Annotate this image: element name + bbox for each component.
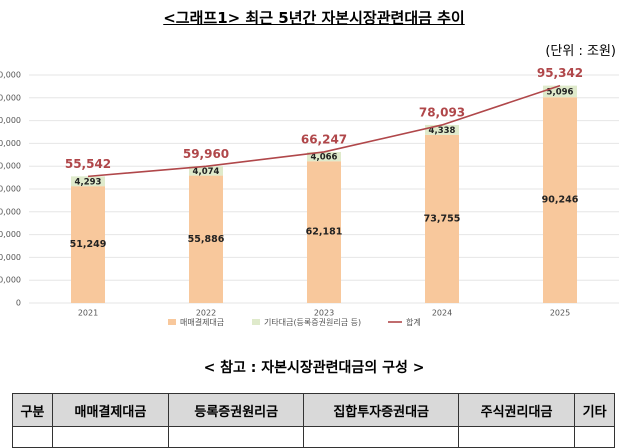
value-label: 90,246 [542, 195, 579, 206]
y-tick-label: 20,000 [0, 253, 21, 262]
value-label: 4,338 [429, 126, 456, 136]
legend-label: 합계 [406, 317, 421, 327]
y-tick-label: 0 [16, 299, 21, 308]
y-tick-label: 100,000 [0, 71, 21, 80]
bar-segment [425, 134, 459, 303]
bar-segment [71, 186, 105, 303]
bar-segment [189, 166, 223, 176]
header-cell: 주식권리대금 [457, 393, 576, 427]
title-text: <그래프1> 최근 5년간 자본시장관련대금 추이 [163, 9, 465, 27]
y-tick-label: 70,000 [0, 139, 21, 148]
header-cell: 구분 [12, 393, 53, 427]
value-label: 62,181 [306, 227, 343, 238]
header-row: 구분 매매결제대금 등록증권원리금 집합투자증권대금 주식권리대금 기타 [12, 393, 615, 427]
legend-swatch [168, 319, 176, 325]
bar-segment [543, 85, 577, 98]
total-label: 66,247 [301, 132, 347, 146]
unit-note: (단위 : 조원) [545, 44, 616, 59]
blank-row [12, 426, 615, 448]
bar-segment [71, 176, 105, 187]
y-tick-label: 90,000 [0, 93, 21, 102]
x-tick-label: 2024 [432, 309, 452, 318]
header-cell: 등록증권원리금 [168, 393, 305, 427]
bar-segment [425, 124, 459, 135]
value-label: 55,886 [188, 234, 225, 245]
value-label: 4,074 [193, 167, 220, 177]
bar-segment [307, 161, 341, 303]
total-label: 59,960 [183, 147, 229, 161]
y-tick-label: 30,000 [0, 230, 21, 239]
page: <그래프1> 최근 5년간 자본시장관련대금 추이 (단위 : 조원) 0 10,… [0, 7, 628, 448]
y-tick-label: 50,000 [0, 185, 21, 194]
y-tick-label: 40,000 [0, 207, 21, 216]
value-label: 4,293 [75, 177, 102, 187]
value-label: 4,066 [311, 153, 338, 163]
legend-label: 매매결제대금 [180, 317, 224, 327]
header-cell: 기타 [574, 393, 615, 427]
x-tick-label: 2021 [78, 309, 98, 318]
x-tick-label: 2025 [550, 309, 570, 318]
value-label: 51,249 [70, 239, 107, 250]
header-cell: 매매결제대금 [51, 393, 170, 427]
total-label: 95,342 [537, 66, 583, 80]
value-label: 5,096 [547, 87, 574, 97]
x-tick-label: 2023 [314, 309, 334, 318]
reference-title: < 참고 : 자본시장관련대금의 구성 > [203, 360, 425, 376]
y-tick-label: 60,000 [0, 162, 21, 171]
header-cell: 집합투자증권대금 [303, 393, 459, 427]
legend-label: 기타대금(등록증권원리금 등) [264, 317, 361, 327]
page-title: <그래프1> 최근 5년간 자본시장관련대금 추이 [0, 7, 628, 28]
legend-swatch [252, 319, 260, 325]
reference-table: 구분 매매결제대금 등록증권원리금 집합투자증권대금 주식권리대금 기타 [12, 393, 615, 448]
bar-segment [307, 151, 341, 162]
total-label: 55,542 [65, 157, 111, 171]
value-label: 73,755 [424, 213, 461, 224]
bar-segment [543, 97, 577, 303]
total-line [87, 84, 561, 178]
y-tick-label: 80,000 [0, 116, 21, 125]
y-tick-label: 10,000 [0, 276, 21, 285]
bar-segment [189, 175, 223, 303]
total-label: 78,093 [419, 105, 465, 119]
x-tick-label: 2022 [196, 309, 216, 318]
chart: 0 10,000 20,000 30,000 40,000 50,000 60,000 70,… [0, 66, 619, 327]
